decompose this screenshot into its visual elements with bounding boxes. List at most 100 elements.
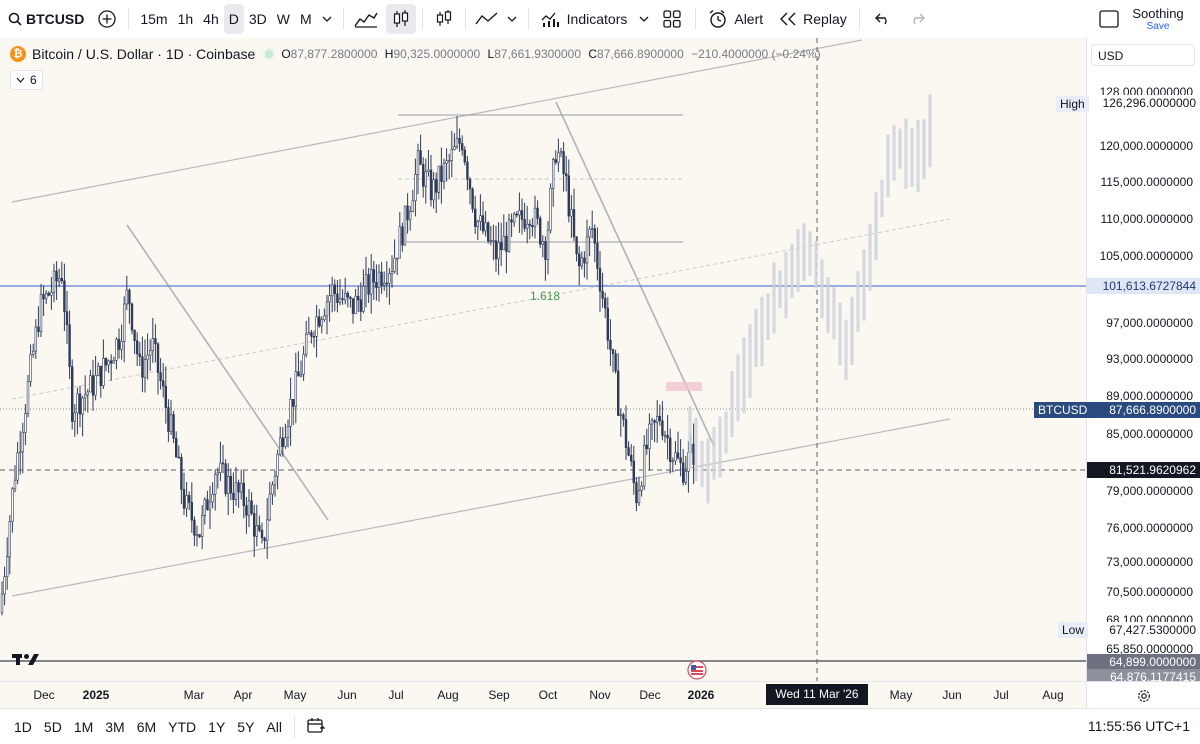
layout-name-button[interactable]: Soothing Save [1124, 6, 1192, 32]
channel-mid-line[interactable] [11, 218, 951, 400]
candle-body [445, 160, 448, 164]
candle-body [564, 173, 568, 177]
legend-title[interactable]: Bitcoin / U.S. Dollar · 1D · Coinbase [32, 46, 256, 62]
candle-body [123, 303, 126, 342]
redo-button[interactable] [900, 4, 934, 34]
axis-settings-button[interactable] [1086, 681, 1200, 709]
candle-body [112, 359, 116, 364]
chart-type-area-button[interactable] [350, 4, 382, 34]
candle-body [653, 420, 656, 423]
range-1m[interactable]: 1M [73, 718, 94, 735]
candle-body [154, 338, 157, 345]
candle-body [645, 444, 649, 449]
layouts-button[interactable] [655, 4, 689, 34]
timeframe-3d[interactable]: 3D [248, 11, 267, 27]
candle-body [268, 493, 271, 521]
time-axis[interactable]: Dec 2025 Mar Apr May Jun Jul Aug Sep Oct… [0, 681, 1086, 708]
channel-upper-line[interactable] [11, 39, 863, 203]
candle-body [544, 241, 547, 260]
candle-body [421, 164, 425, 187]
candle-body [538, 217, 542, 245]
candle-body [294, 371, 297, 407]
candle-body [237, 482, 240, 493]
undo-button[interactable] [866, 4, 900, 34]
indicator-template-button[interactable] [472, 4, 502, 34]
candle-body [460, 143, 464, 151]
go-to-date-button[interactable] [301, 717, 331, 737]
timeframe-4h[interactable]: 4h [203, 11, 219, 27]
timeframe-1h[interactable]: 1h [177, 11, 194, 27]
bar-type-button[interactable] [429, 4, 459, 34]
indicators-button[interactable]: Indicators [535, 4, 634, 34]
range-5d[interactable]: 5D [43, 718, 62, 735]
layout-save-toggle[interactable] [1098, 4, 1120, 34]
range-6m[interactable]: 6M [136, 718, 157, 735]
time-tick: Jun [942, 688, 962, 702]
ohlc-values: O87,877.2800000 H90,325.0000000 L87,661.… [281, 47, 821, 61]
candle-body [60, 278, 64, 282]
projection-bar [838, 302, 842, 366]
candle-body [291, 399, 295, 407]
horizontal-level-tag[interactable]: 101,613.6727844 [1087, 278, 1200, 294]
projection-bar [862, 249, 866, 321]
candle-body [97, 365, 100, 376]
channel-lower-line[interactable] [11, 418, 951, 597]
timeframe-15m[interactable]: 15m [140, 11, 168, 27]
indicator-count: 6 [30, 73, 37, 87]
symbol-search-button[interactable]: BTCUSD [8, 4, 84, 34]
chart-type-candles-button[interactable] [385, 4, 416, 34]
chart-pane[interactable]: 1.618 ₿ Bitcoin / U.S. Dollar · 1D [0, 38, 1086, 681]
range-1y[interactable]: 1Y [208, 718, 226, 735]
candle-body [143, 359, 147, 378]
projection-bar [886, 134, 890, 198]
candle-body [676, 452, 680, 459]
price-tick: 70,500.0000000 [1106, 585, 1193, 599]
bitcoin-logo-icon: ₿ [10, 46, 26, 62]
candle-body [406, 205, 409, 221]
timeframe-dropdown[interactable] [317, 4, 337, 34]
projection-bar [850, 296, 854, 365]
projection-bar [802, 223, 806, 282]
candle-body [492, 240, 495, 242]
timeframe-d[interactable]: D [223, 4, 244, 34]
candle-body [208, 501, 212, 511]
candle-body [424, 171, 427, 187]
us-flag-event-icon[interactable] [687, 660, 707, 680]
indicator-template-dropdown[interactable] [502, 4, 522, 34]
range-1d[interactable]: 1D [14, 718, 32, 735]
candle-body [450, 149, 453, 161]
indicators-collapse-button[interactable]: 6 [10, 70, 43, 90]
candle-body [372, 269, 375, 283]
candle-body [510, 219, 513, 223]
price-axis[interactable]: USD 128,000.0000000 120,000.0000000 115,… [1086, 38, 1200, 685]
candles-group[interactable] [0, 116, 695, 616]
replay-button[interactable]: Replay [773, 4, 853, 34]
candle-body [265, 519, 269, 541]
projection-bar [754, 308, 758, 368]
crosshair-price-tag: 81,521.9620962 [1087, 462, 1200, 478]
alert-button[interactable]: Alert [702, 4, 769, 34]
clock-label[interactable]: 11:55:56 UTC+1 [1087, 718, 1190, 734]
candle-body [57, 278, 61, 282]
range-all[interactable]: All [266, 718, 282, 735]
currency-select[interactable]: USD [1091, 44, 1195, 66]
timeframe-m[interactable]: M [299, 11, 312, 27]
candle-body [107, 360, 110, 366]
candle-body [388, 273, 391, 284]
rewind-icon [780, 12, 796, 26]
pink-zone-marker[interactable] [666, 382, 702, 391]
range-3m[interactable]: 3M [105, 718, 125, 735]
trend-line-icon [475, 12, 498, 25]
price-tick: 79,000.0000000 [1106, 484, 1193, 498]
timeframe-w[interactable]: W [276, 11, 290, 27]
price-chart[interactable]: 1.618 [0, 38, 1086, 681]
candle-body [533, 207, 537, 228]
downtrend-line-left[interactable] [126, 224, 329, 521]
range-ytd[interactable]: YTD [168, 718, 197, 735]
range-5y[interactable]: 5Y [237, 718, 255, 735]
projection-group[interactable] [688, 94, 932, 504]
compare-symbol-button[interactable] [92, 4, 122, 34]
candle-body [575, 236, 578, 255]
candle-body [341, 298, 344, 301]
indicators-dropdown[interactable] [633, 4, 655, 34]
